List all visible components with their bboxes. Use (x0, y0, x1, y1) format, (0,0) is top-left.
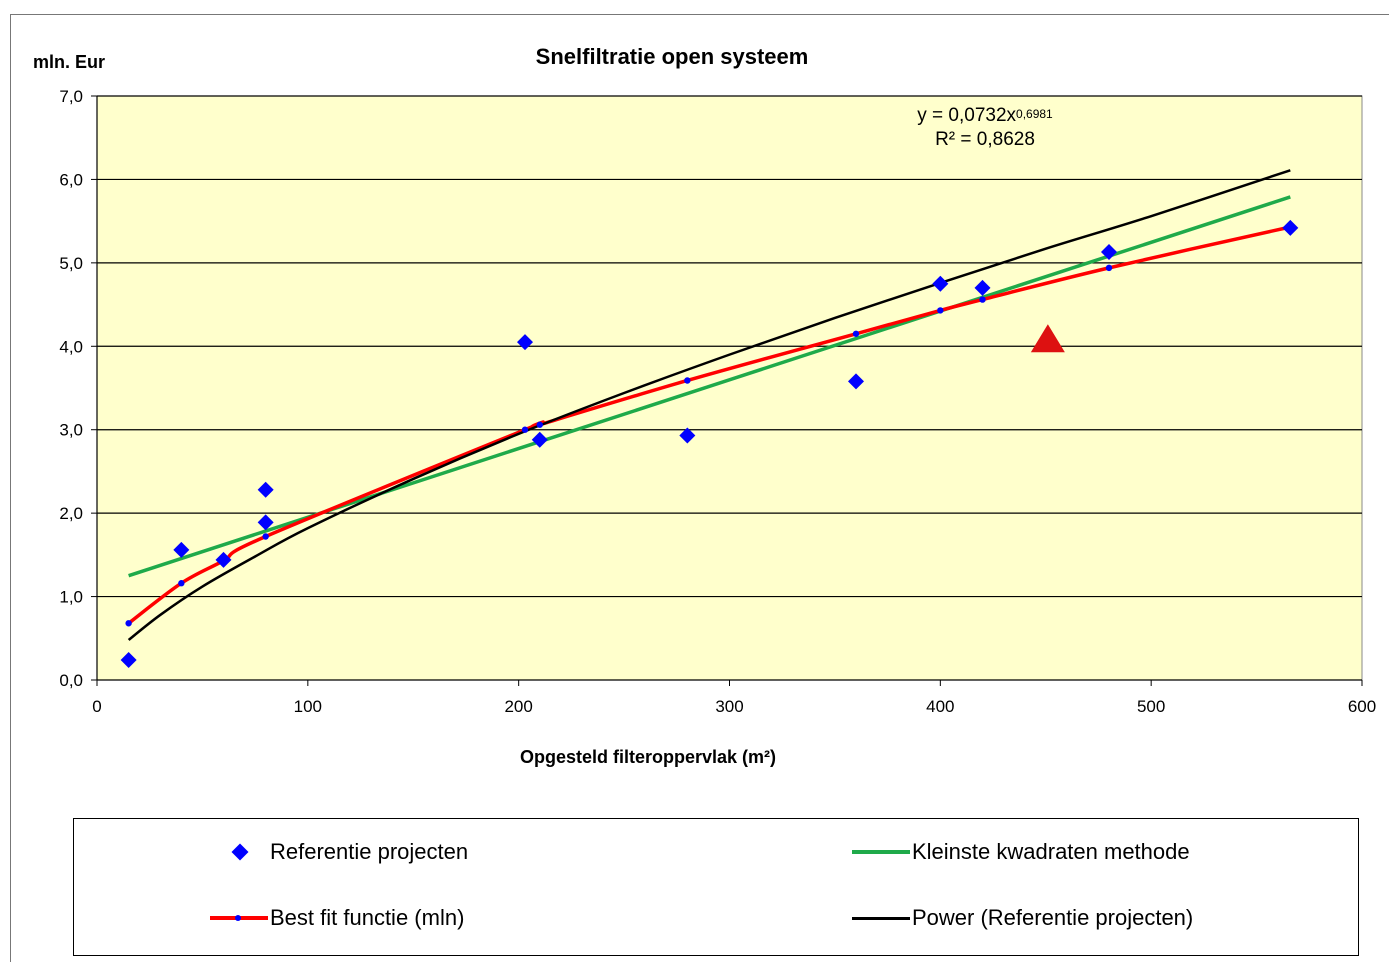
x-tick-label: 400 (926, 697, 954, 716)
chart-frame (10, 14, 1389, 962)
legend-line-marker (852, 837, 910, 867)
x-tick-label: 600 (1348, 697, 1376, 716)
legend-diamond-marker (231, 843, 249, 861)
x-tick-label: 0 (92, 697, 101, 716)
x-axis-label: Opgesteld filteroppervlak (m²) (519, 747, 777, 767)
referentie-point (257, 514, 274, 531)
chart-title: Snelfiltratie open systeem (535, 44, 809, 69)
legend-line-marker (852, 903, 910, 933)
r-squared-text: R² = 0,8628 (935, 129, 1035, 150)
equation-exponent: 0,6981 (1016, 107, 1053, 121)
legend-label: Power (Referentie projecten) (912, 905, 1194, 930)
referentie-point (932, 275, 949, 292)
referentie-point (215, 551, 232, 568)
best-fit-point (178, 580, 185, 587)
best-fit-point (979, 296, 986, 303)
best-fit-point (1105, 264, 1113, 272)
x-tick-label: 100 (294, 697, 322, 716)
y-tick-label: 5,0 (59, 254, 83, 273)
plot-area (96, 95, 1363, 681)
y-tick-labels: 0,0 1,0 2,0 3,0 4,0 5,0 6,0 7,0 (59, 87, 83, 690)
legend-item-power: Power (Referentie projecten) (852, 903, 1193, 933)
legend-item-kleinste-kwadraten: Kleinste kwadraten methode (852, 837, 1190, 867)
legend-item-best-fit: Best fit functie (mln) (210, 903, 464, 933)
legend-label: Kleinste kwadraten methode (912, 839, 1190, 864)
referentie-point (516, 334, 533, 351)
referentie-point (531, 431, 548, 448)
referentie-point (120, 651, 137, 668)
series-lines (127, 169, 1291, 641)
y-tick-label: 7,0 (59, 87, 83, 106)
x-tick-label: 300 (715, 697, 743, 716)
trendline-equation: y = 0,0732x0,6981 R² = 0,8628 (880, 104, 1090, 152)
best-fit-point (536, 421, 543, 428)
referentie-point (679, 427, 696, 444)
legend-label: Referentie projecten (270, 839, 469, 864)
x-tick-labels: 0 100 200 300 400 500 600 (92, 697, 1376, 716)
series-line-best-fit-functie-mln (127, 225, 1291, 625)
referentie-point (974, 279, 991, 296)
axes (91, 95, 1363, 686)
red-triangle-marker (1030, 324, 1065, 353)
best-fit-point (684, 377, 691, 384)
best-fit-point (521, 426, 529, 433)
series-line-power-referentie-projecten (127, 169, 1291, 641)
x-tick-label: 200 (504, 697, 532, 716)
y-tick-label: 0,0 (59, 671, 83, 690)
chart-legend: Referentie projecten Kleinste kwadraten … (73, 818, 1359, 956)
referentie-point (173, 541, 190, 558)
referentie-point (1101, 244, 1117, 261)
y-tick-label: 6,0 (59, 170, 83, 189)
referentie-point (257, 481, 274, 498)
x-tick-label: 500 (1137, 697, 1165, 716)
legend-line-marker (210, 903, 268, 933)
y-tick-label: 1,0 (59, 588, 83, 607)
y-tick-label: 2,0 (59, 504, 83, 523)
y-tick-label: 4,0 (59, 337, 83, 356)
referentie-point (1282, 219, 1299, 236)
annotations (1030, 324, 1065, 353)
best-fit-point (262, 533, 269, 540)
y-tick-label: 3,0 (59, 421, 83, 440)
y-axis-unit-label: mln. Eur (33, 52, 106, 72)
series-points (120, 219, 1299, 668)
grid-lines (97, 95, 1362, 598)
best-fit-point (937, 307, 944, 314)
best-fit-point (852, 330, 860, 337)
best-fit-point (125, 620, 132, 627)
equation-text: y = 0,0732x (917, 105, 1017, 126)
referentie-point (848, 373, 864, 390)
legend-label: Best fit functie (mln) (270, 905, 465, 930)
